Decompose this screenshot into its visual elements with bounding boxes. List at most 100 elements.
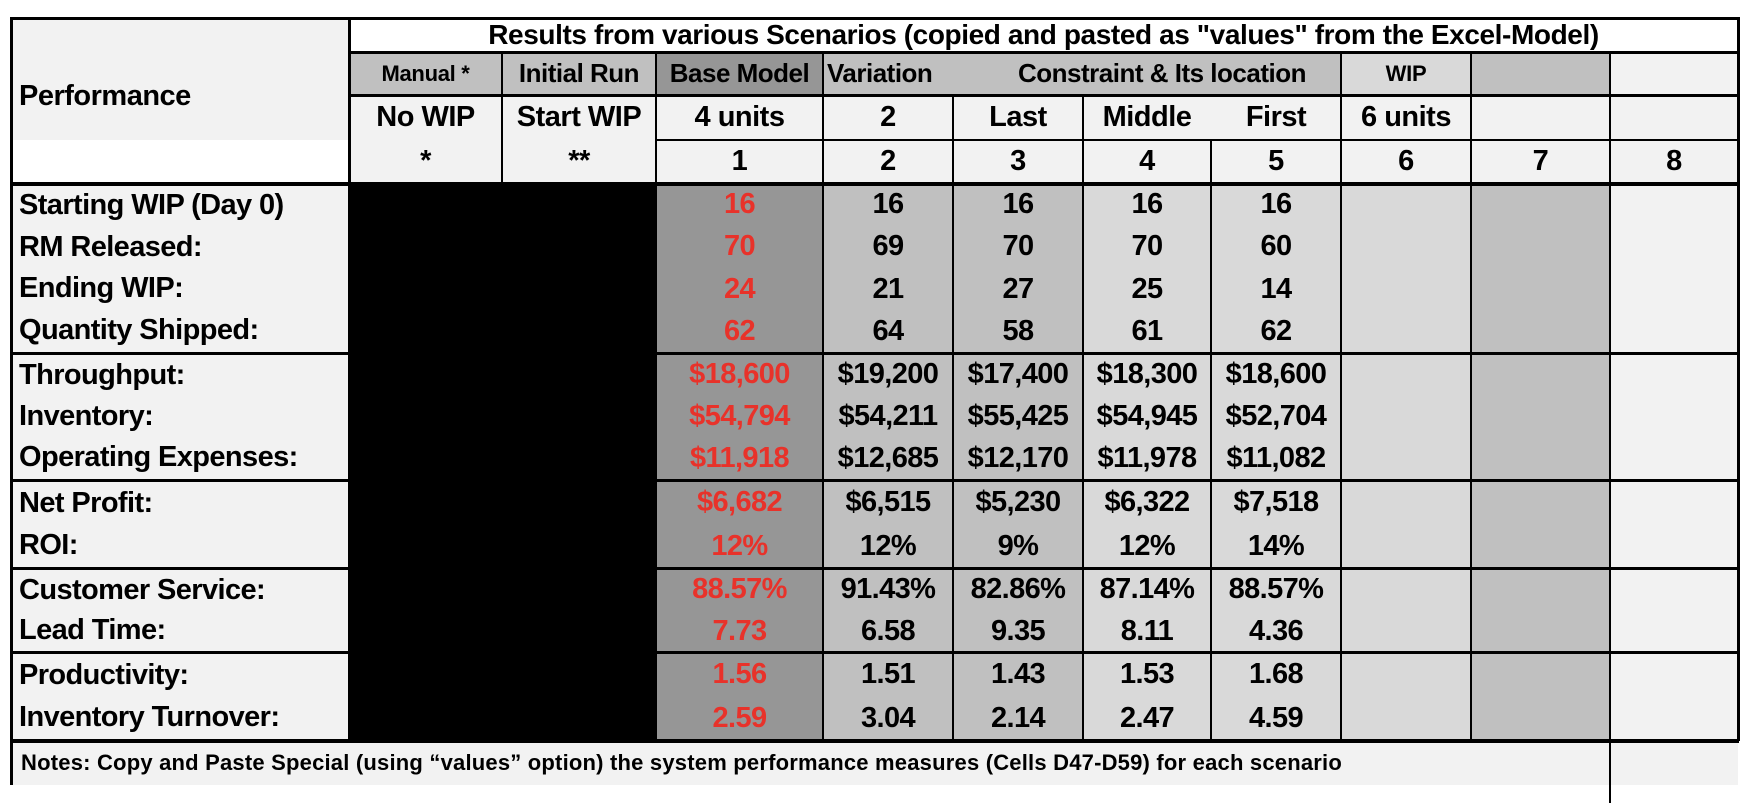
scenario-1-values[interactable]: 88.57% 7.73 — [656, 568, 823, 652]
metric-value[interactable]: 1.43 — [990, 657, 1046, 690]
metric-value[interactable]: 16 — [1002, 187, 1034, 220]
scenario-5-values[interactable]: 16 60 14 62 — [1211, 183, 1341, 353]
metric-value[interactable]: 61 — [1131, 315, 1163, 348]
scenario-7-values[interactable] — [1471, 568, 1610, 652]
metric-value[interactable]: 88.57% — [692, 572, 787, 605]
scenario-4-values[interactable]: 87.14% 8.11 — [1083, 568, 1211, 652]
metric-value[interactable]: 21 — [872, 272, 904, 305]
metric-value[interactable]: $6,515 — [845, 485, 931, 518]
metric-value[interactable]: 62 — [723, 315, 756, 348]
metric-value[interactable]: $17,400 — [967, 357, 1069, 390]
scenario-3-values[interactable]: 82.86% 9.35 — [953, 568, 1083, 652]
metric-value[interactable]: $12,685 — [837, 442, 939, 475]
metric-value[interactable]: $11,918 — [689, 442, 790, 475]
scenario-4-values[interactable]: $6,322 12% — [1083, 480, 1211, 568]
metric-value[interactable]: 2.14 — [990, 701, 1046, 734]
scenario-7-values[interactable] — [1471, 183, 1610, 353]
metric-value[interactable]: 70 — [1131, 230, 1163, 263]
scenario-5-values[interactable]: 1.68 4.59 — [1211, 652, 1341, 740]
metric-value[interactable]: $19,200 — [837, 357, 939, 390]
scenario-1-values[interactable]: 16 70 24 62 — [656, 183, 823, 353]
scenario-3-values[interactable]: $5,230 9% — [953, 480, 1083, 568]
metric-value[interactable]: 7.73 — [712, 614, 767, 647]
scenario-5-values[interactable]: 88.57% 4.36 — [1211, 568, 1341, 652]
scenario-5-values[interactable]: $7,518 14% — [1211, 480, 1341, 568]
metric-value[interactable]: 14% — [1247, 529, 1305, 562]
metric-value[interactable]: 24 — [723, 272, 756, 305]
metric-value[interactable]: $18,300 — [1096, 357, 1198, 390]
metric-value[interactable]: 12% — [859, 529, 917, 562]
metric-value[interactable]: 1.56 — [712, 657, 767, 690]
scenario-2-values[interactable]: 91.43% 6.58 — [823, 568, 953, 652]
metric-value[interactable]: 1.51 — [860, 657, 916, 690]
metric-value[interactable]: 1.68 — [1248, 657, 1304, 690]
metric-value[interactable]: $18,600 — [1225, 357, 1327, 390]
scenario-2-values[interactable]: $6,515 12% — [823, 480, 953, 568]
scenario-3-values[interactable]: 16 70 27 58 — [953, 183, 1083, 353]
metric-value[interactable]: $11,978 — [1097, 442, 1197, 475]
metric-value[interactable]: 88.57% — [1228, 572, 1324, 605]
metric-value[interactable]: 64 — [872, 315, 904, 348]
metric-value[interactable]: 82.86% — [970, 572, 1066, 605]
metric-value[interactable]: 14 — [1260, 272, 1292, 305]
metric-value[interactable]: 16 — [723, 187, 756, 220]
metric-value[interactable]: 70 — [723, 230, 756, 263]
scenario-1-values[interactable]: 1.56 2.59 — [656, 652, 823, 740]
metric-value[interactable]: 62 — [1260, 315, 1292, 348]
metric-value[interactable]: $6,322 — [1104, 485, 1190, 518]
metric-value[interactable]: $12,170 — [967, 442, 1069, 475]
scenario-4-values[interactable]: $18,300 $54,945 $11,978 — [1083, 353, 1211, 480]
metric-value[interactable]: $18,600 — [689, 357, 790, 390]
metric-value[interactable]: 69 — [872, 230, 904, 263]
scenario-5-values[interactable]: $18,600 $52,704 $11,082 — [1211, 353, 1341, 480]
metric-value[interactable]: 1.53 — [1119, 657, 1175, 690]
scenario-8-values[interactable] — [1610, 652, 1738, 740]
scenario-8-values[interactable] — [1610, 480, 1738, 568]
scenario-7-values[interactable] — [1471, 480, 1610, 568]
metric-value[interactable]: $52,704 — [1225, 399, 1327, 432]
metric-value[interactable]: 4.36 — [1248, 614, 1304, 647]
metric-value[interactable]: 60 — [1260, 230, 1292, 263]
metric-value[interactable]: 9% — [997, 529, 1039, 562]
metric-value[interactable]: 16 — [1131, 187, 1163, 220]
scenario-4-values[interactable]: 16 70 25 61 — [1083, 183, 1211, 353]
metric-value[interactable]: 12% — [711, 529, 768, 562]
metric-value[interactable]: $11,082 — [1226, 442, 1326, 475]
scenario-6-values[interactable] — [1341, 183, 1471, 353]
metric-value[interactable]: $55,425 — [967, 399, 1069, 432]
metric-value[interactable]: 2.47 — [1119, 701, 1175, 734]
scenario-6-values[interactable] — [1341, 480, 1471, 568]
scenario-8-values[interactable] — [1610, 183, 1738, 353]
metric-value[interactable]: 87.14% — [1099, 572, 1195, 605]
metric-value[interactable]: 16 — [1260, 187, 1292, 220]
scenario-1-values[interactable]: $18,600 $54,794 $11,918 — [656, 353, 823, 480]
metric-value[interactable]: $7,518 — [1233, 485, 1319, 518]
metric-value[interactable]: $54,794 — [689, 399, 790, 432]
metric-value[interactable]: $5,230 — [975, 485, 1061, 518]
metric-value[interactable]: 3.04 — [860, 701, 916, 734]
metric-value[interactable]: 16 — [872, 187, 904, 220]
scenario-6-values[interactable] — [1341, 568, 1471, 652]
scenario-2-values[interactable]: 1.51 3.04 — [823, 652, 953, 740]
scenario-6-values[interactable] — [1341, 353, 1471, 480]
metric-value[interactable]: $54,945 — [1096, 399, 1198, 432]
scenario-3-values[interactable]: $17,400 $55,425 $12,170 — [953, 353, 1083, 480]
scenario-4-values[interactable]: 1.53 2.47 — [1083, 652, 1211, 740]
scenario-1-values[interactable]: $6,682 12% — [656, 480, 823, 568]
scenario-7-values[interactable] — [1471, 353, 1610, 480]
metric-value[interactable]: 25 — [1131, 272, 1163, 305]
scenario-2-values[interactable]: $19,200 $54,211 $12,685 — [823, 353, 953, 480]
metric-value[interactable]: $54,211 — [838, 399, 938, 432]
scenario-7-values[interactable] — [1471, 652, 1610, 740]
metric-value[interactable]: 58 — [1002, 315, 1034, 348]
scenario-8-values[interactable] — [1610, 353, 1738, 480]
scenario-3-values[interactable]: 1.43 2.14 — [953, 652, 1083, 740]
scenario-2-values[interactable]: 16 69 21 64 — [823, 183, 953, 353]
metric-value[interactable]: 27 — [1002, 272, 1034, 305]
metric-value[interactable]: 9.35 — [990, 614, 1046, 647]
metric-value[interactable]: 2.59 — [712, 701, 767, 734]
scenario-8-values[interactable] — [1610, 568, 1738, 652]
metric-value[interactable]: 91.43% — [840, 572, 936, 605]
metric-value[interactable]: 6.58 — [860, 614, 916, 647]
metric-value[interactable]: 70 — [1002, 230, 1034, 263]
